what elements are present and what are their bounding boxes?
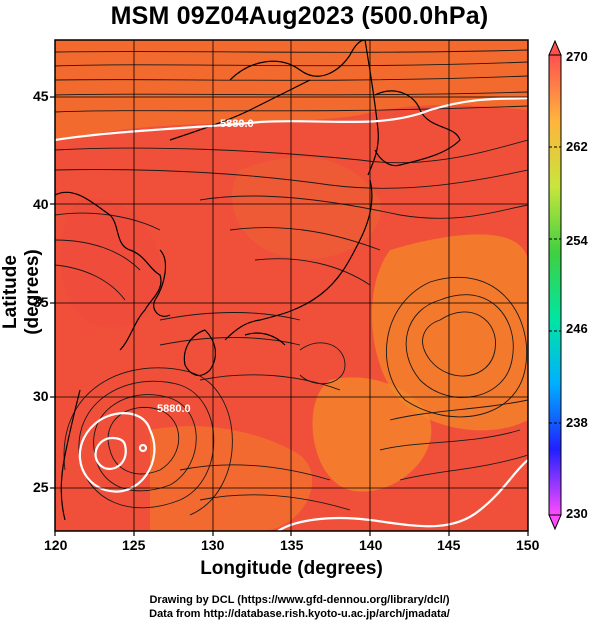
contour-north xyxy=(55,96,528,142)
colorbar-top-triangle xyxy=(548,39,562,56)
colorbar-label-254: 254 xyxy=(566,233,588,248)
colorbar-ticks xyxy=(549,146,561,424)
x-tick-135: 135 xyxy=(280,537,304,553)
x-axis-title: Longitude (degrees) xyxy=(200,558,383,579)
coast-honshu xyxy=(224,179,373,341)
credit-drawing: Drawing by DCL (https://www.gfd-dennou.o… xyxy=(149,594,450,606)
geopotential-contours xyxy=(55,96,528,531)
warm-patch-pacific xyxy=(371,234,528,431)
temperature-field: 5880.0 5880.0 xyxy=(55,40,528,531)
credit-data: Data from http://database.rish.kyoto-u.a… xyxy=(149,608,450,620)
colorbar-label-238: 238 xyxy=(566,415,588,430)
coast-sakhalin xyxy=(364,40,379,176)
x-tick-120: 120 xyxy=(44,537,68,553)
colorbar-label-246: 246 xyxy=(566,321,588,336)
x-tick-130: 130 xyxy=(201,537,225,553)
contour-south xyxy=(277,459,528,531)
warm-patch-southeast xyxy=(312,377,432,492)
contour-label-typhoon: 5880.0 xyxy=(157,403,191,415)
grid-lines xyxy=(55,40,528,531)
contour-typhoon-center xyxy=(138,443,148,453)
colorbar-bar xyxy=(548,54,562,516)
colorbar-label-262: 262 xyxy=(566,139,588,154)
chart-title: MSM 09Z04Aug2023 (500.0hPa) xyxy=(110,2,489,30)
y-tick-30: 30 xyxy=(33,388,49,404)
y-tick-25: 25 xyxy=(33,479,49,495)
x-tick-125: 125 xyxy=(122,537,146,553)
coast-china-korea-west xyxy=(55,191,162,351)
colorbar-label-230: 230 xyxy=(566,506,588,521)
coast-kyushu xyxy=(183,329,217,377)
y-tick-35: 35 xyxy=(33,294,49,310)
x-tick-145: 145 xyxy=(437,537,461,553)
colorbar xyxy=(548,39,562,531)
cool-patch-korea xyxy=(60,198,162,328)
warm-patch-south xyxy=(150,426,313,531)
coast-shikoku xyxy=(244,332,286,346)
contour-typhoon-inner xyxy=(94,436,127,470)
coast-taiwan-china xyxy=(60,389,81,521)
coast-manchuria xyxy=(229,40,366,81)
x-tick-150: 150 xyxy=(516,537,540,553)
contour-label-north: 5880.0 xyxy=(220,118,254,130)
contour-typhoon-outer xyxy=(78,412,156,493)
axis-ticks xyxy=(50,96,529,536)
x-tick-140: 140 xyxy=(359,537,383,553)
y-tick-40: 40 xyxy=(33,196,49,212)
warm-patch-japan-sea xyxy=(232,157,382,259)
colorbar-bottom-triangle xyxy=(548,514,562,531)
colorbar-label-270: 270 xyxy=(566,49,588,64)
coast-hokkaido xyxy=(374,90,461,167)
y-tick-45: 45 xyxy=(33,88,49,104)
coast-korea xyxy=(153,249,171,317)
